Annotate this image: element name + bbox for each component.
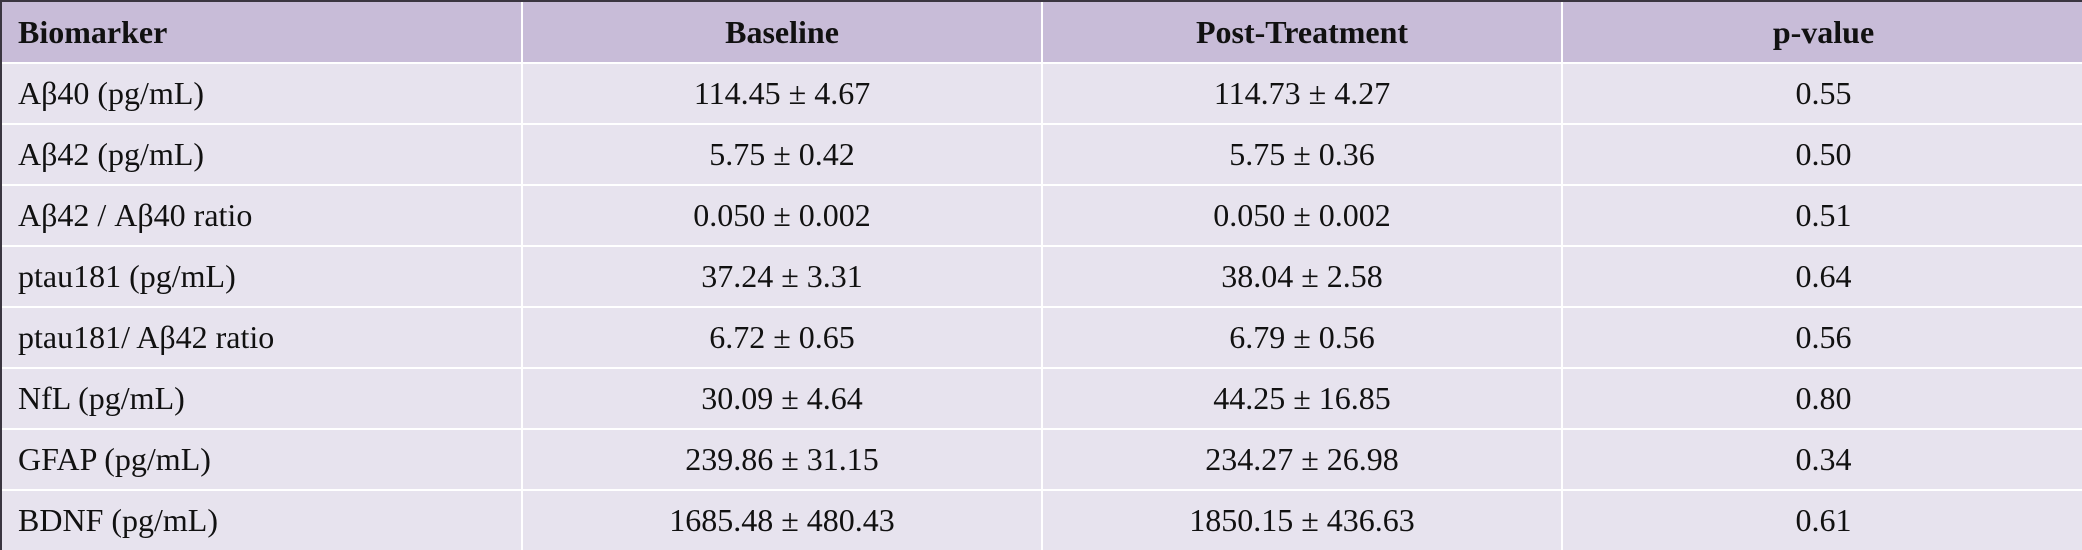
p-value-cell: 0.50 bbox=[1562, 124, 2082, 186]
table-row: BDNF (pg/mL) 1685.48 ± 480.43 1850.15 ± … bbox=[2, 490, 2082, 550]
post-treatment-cell: 234.27 ± 26.98 bbox=[1042, 429, 1563, 491]
biomarker-cell: Aβ42 (pg/mL) bbox=[2, 124, 523, 186]
biomarker-cell: ptau181 (pg/mL) bbox=[2, 246, 523, 308]
header-post-treatment: Post-Treatment bbox=[1042, 2, 1563, 64]
table-row: ptau181/ Aβ42 ratio 6.72 ± 0.65 6.79 ± 0… bbox=[2, 307, 2082, 369]
p-value-cell: 0.55 bbox=[1562, 63, 2082, 125]
p-value-cell: 0.61 bbox=[1795, 502, 1852, 538]
baseline-cell: 1685.48 ± 480.43 bbox=[522, 490, 1043, 550]
table-row: GFAP (pg/mL) 239.86 ± 31.15 234.27 ± 26.… bbox=[2, 429, 2082, 491]
biomarker-cell: Aβ42 / Aβ40 ratio bbox=[2, 185, 523, 247]
table-row: Aβ40 (pg/mL) 114.45 ± 4.67 114.73 ± 4.27… bbox=[2, 63, 2082, 125]
biomarker-cell: Aβ40 (pg/mL) bbox=[2, 63, 523, 125]
post-treatment-cell: 38.04 ± 2.58 bbox=[1042, 246, 1563, 308]
post-treatment-cell: 6.79 ± 0.56 bbox=[1042, 307, 1563, 369]
table-header-row: Biomarker Baseline Post-Treatment p-valu… bbox=[2, 2, 2082, 64]
post-treatment-cell: 44.25 ± 16.85 bbox=[1042, 368, 1563, 430]
header-p-value: p-value bbox=[1562, 2, 2082, 64]
baseline-cell: 37.24 ± 3.31 bbox=[522, 246, 1043, 308]
header-baseline: Baseline bbox=[522, 2, 1043, 64]
p-value-cell: 0.56 bbox=[1562, 307, 2082, 369]
post-treatment-cell: 114.73 ± 4.27 bbox=[1042, 63, 1563, 125]
p-value-cell: 0.34 bbox=[1562, 429, 2082, 491]
table-row: Aβ42 / Aβ40 ratio 0.050 ± 0.002 0.050 ± … bbox=[2, 185, 2082, 247]
biomarker-cell: ptau181/ Aβ42 ratio bbox=[2, 307, 523, 369]
table-row: NfL (pg/mL) 30.09 ± 4.64 44.25 ± 16.85 0… bbox=[2, 368, 2082, 430]
biomarker-cell: NfL (pg/mL) bbox=[2, 368, 523, 430]
post-treatment-cell: 5.75 ± 0.36 bbox=[1042, 124, 1563, 186]
baseline-cell: 0.050 ± 0.002 bbox=[522, 185, 1043, 247]
post-treatment-cell: 1850.15 ± 436.63 bbox=[1042, 490, 1563, 550]
post-treatment-cell: 0.050 ± 0.002 bbox=[1042, 185, 1563, 247]
p-value-cell: 0.51 bbox=[1562, 185, 2082, 247]
p-value-cell: 0.80 bbox=[1562, 368, 2082, 430]
p-value-cell: 0.64 bbox=[1562, 246, 2082, 308]
baseline-cell: 239.86 ± 31.15 bbox=[522, 429, 1043, 491]
biomarker-cell: GFAP (pg/mL) bbox=[2, 429, 523, 491]
header-biomarker: Biomarker bbox=[2, 2, 523, 64]
baseline-cell: 6.72 ± 0.65 bbox=[522, 307, 1043, 369]
baseline-cell: 5.75 ± 0.42 bbox=[522, 124, 1043, 186]
table-row: ptau181 (pg/mL) 37.24 ± 3.31 38.04 ± 2.5… bbox=[2, 246, 2082, 308]
baseline-cell: 114.45 ± 4.67 bbox=[522, 63, 1043, 125]
table-row: Aβ42 (pg/mL) 5.75 ± 0.42 5.75 ± 0.36 0.5… bbox=[2, 124, 2082, 186]
biomarker-cell: BDNF (pg/mL) bbox=[2, 490, 523, 550]
baseline-cell: 30.09 ± 4.64 bbox=[522, 368, 1043, 430]
